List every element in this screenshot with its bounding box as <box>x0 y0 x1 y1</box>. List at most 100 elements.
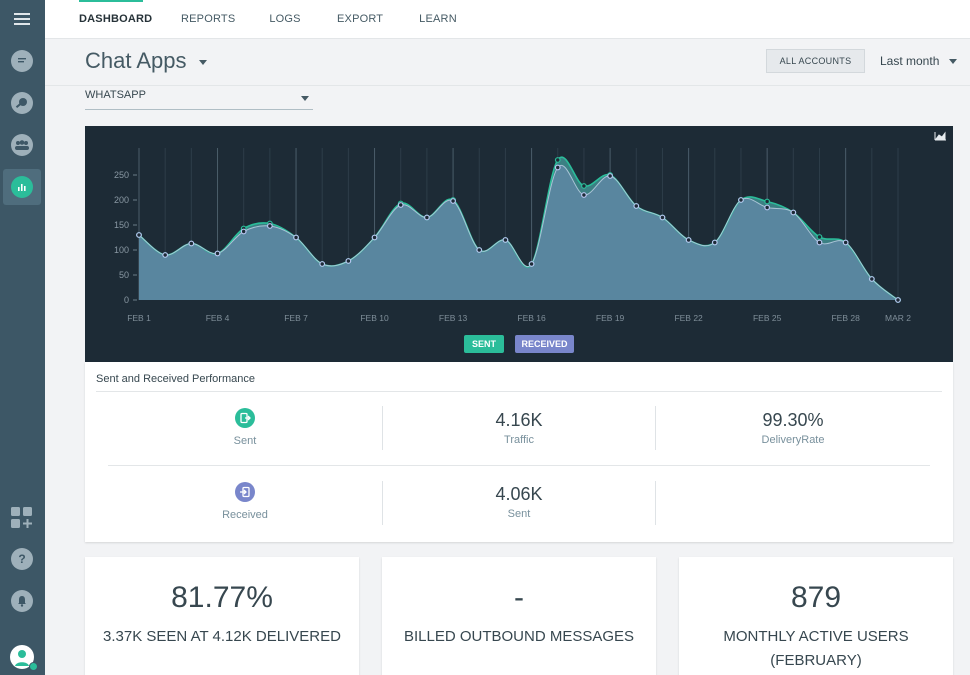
received-point <box>266 223 273 229</box>
add-apps-icon <box>11 507 32 528</box>
received-point <box>868 276 875 282</box>
divider <box>108 465 930 466</box>
received-label: Received <box>222 509 268 521</box>
divider <box>382 406 383 450</box>
received-point <box>528 261 535 267</box>
sidebar-item-profile[interactable] <box>3 639 41 675</box>
user-avatar-icon <box>10 645 38 671</box>
sent-point <box>554 157 561 163</box>
y-tick-label: 200 <box>114 195 129 205</box>
performance-card: Sent and Received Performance Sent 4.16K… <box>85 362 953 542</box>
received-point <box>450 198 456 204</box>
received-point <box>738 197 744 203</box>
sent-point <box>816 234 823 240</box>
received-point <box>240 228 247 235</box>
legend-received-button[interactable]: RECEIVED <box>515 335 574 353</box>
x-tick-label: FEB 25 <box>753 313 782 323</box>
divider <box>382 481 383 525</box>
received-point <box>162 252 169 258</box>
performance-title: Sent and Received Performance <box>96 373 255 385</box>
analytics-icon <box>11 176 33 198</box>
received-cell: Received <box>195 482 295 521</box>
divider <box>655 406 656 450</box>
x-tick-label: FEB 28 <box>831 313 860 323</box>
sidebar-item-help[interactable]: ? <box>3 541 41 577</box>
area-chart-icon[interactable] <box>934 131 946 141</box>
y-tick-label: 150 <box>114 220 129 230</box>
received-sent-label: Sent <box>507 508 531 520</box>
seen-rate-card: 81.77% 3.37K SEEN AT 4.12K DELIVERED <box>85 557 359 675</box>
legend-sent-button[interactable]: SENT <box>464 335 504 353</box>
sidebar-item-audience[interactable] <box>3 127 41 163</box>
received-sent-cell: 4.06K Sent <box>469 484 569 520</box>
billed-outbound-value: - <box>514 581 524 614</box>
received-sent-value: 4.06K <box>495 484 543 504</box>
sidebar-item-add-apps[interactable] <box>3 500 41 536</box>
channel-select-value: WHATSAPP <box>85 89 146 101</box>
received-point <box>633 203 640 209</box>
received-point <box>502 237 509 243</box>
tab-export[interactable]: EXPORT <box>337 13 384 25</box>
delivery-rate-cell: 99.30% DeliveryRate <box>733 410 853 446</box>
received-point <box>685 237 692 243</box>
help-icon: ? <box>11 548 33 570</box>
tab-reports[interactable]: REPORTS <box>181 13 236 25</box>
menu-icon[interactable] <box>3 1 41 37</box>
billed-outbound-label: BILLED OUTBOUND MESSAGES <box>403 628 635 645</box>
received-point <box>397 202 404 208</box>
top-navigation: DASHBOARD REPORTS LOGS EXPORT LEARN <box>45 0 970 39</box>
active-users-card: 879 MONTHLY ACTIVE USERS (FEBRUARY) <box>679 557 953 675</box>
y-tick-label: 250 <box>114 170 129 180</box>
received-point <box>581 192 587 198</box>
billed-outbound-card: - BILLED OUTBOUND MESSAGES <box>382 557 656 675</box>
page-title-dropdown[interactable]: Chat Apps <box>85 48 207 74</box>
sent-label: Sent <box>233 435 257 447</box>
received-point <box>842 239 849 246</box>
x-tick-label: FEB 13 <box>439 313 468 323</box>
sidebar-item-analytics[interactable] <box>3 169 41 205</box>
chevron-down-icon <box>301 96 309 101</box>
tab-dashboard[interactable]: DASHBOARD <box>79 0 152 39</box>
channel-select[interactable]: WHATSAPP <box>85 89 313 110</box>
traffic-chart: 0 50 100 150 200 250 FEB 1 FEB 4 FEB 7 FEB 10 FEB … <box>85 126 953 362</box>
period-selector[interactable]: Last month <box>880 54 957 68</box>
search-person-icon <box>11 92 33 114</box>
tab-logs[interactable]: LOGS <box>269 13 301 25</box>
traffic-cell: 4.16K Traffic <box>469 410 569 446</box>
received-point <box>816 239 823 246</box>
tab-learn[interactable]: LEARN <box>419 13 457 25</box>
sidebar-item-notifications[interactable] <box>3 583 41 619</box>
x-tick-label: FEB 22 <box>674 313 703 323</box>
received-point <box>345 258 352 264</box>
sent-point <box>581 183 587 189</box>
seen-rate-label: 3.37K SEEN AT 4.12K DELIVERED <box>103 628 341 645</box>
received-point <box>476 247 483 253</box>
divider <box>96 391 942 392</box>
divider <box>655 481 656 525</box>
received-icon <box>235 482 255 502</box>
bell-icon <box>11 590 33 612</box>
received-point <box>764 204 771 211</box>
chevron-down-icon <box>948 59 957 65</box>
received-point <box>554 164 561 171</box>
received-point <box>371 234 378 241</box>
seen-rate-value: 81.77% <box>171 581 273 614</box>
active-users-value: 879 <box>790 581 842 614</box>
received-point <box>711 239 718 246</box>
received-point <box>214 250 221 257</box>
x-tick-label: MAR 2 <box>885 313 911 323</box>
period-label: Last month <box>880 54 940 68</box>
received-point <box>136 232 142 238</box>
active-users-label: MONTHLY ACTIVE USERS (FEBRUARY) <box>723 628 909 669</box>
page-title: Chat Apps <box>85 48 187 73</box>
traffic-value: 4.16K <box>495 410 543 430</box>
chevron-down-icon <box>198 59 207 65</box>
all-accounts-button[interactable]: ALL ACCOUNTS <box>766 49 865 73</box>
received-point <box>659 214 666 221</box>
x-tick-label: FEB 7 <box>284 313 308 323</box>
sidebar-item-people[interactable] <box>3 85 41 121</box>
received-area <box>139 165 898 300</box>
sidebar: ? <box>0 0 45 675</box>
sidebar-item-conversations[interactable] <box>3 43 41 79</box>
chat-icon <box>11 50 33 72</box>
